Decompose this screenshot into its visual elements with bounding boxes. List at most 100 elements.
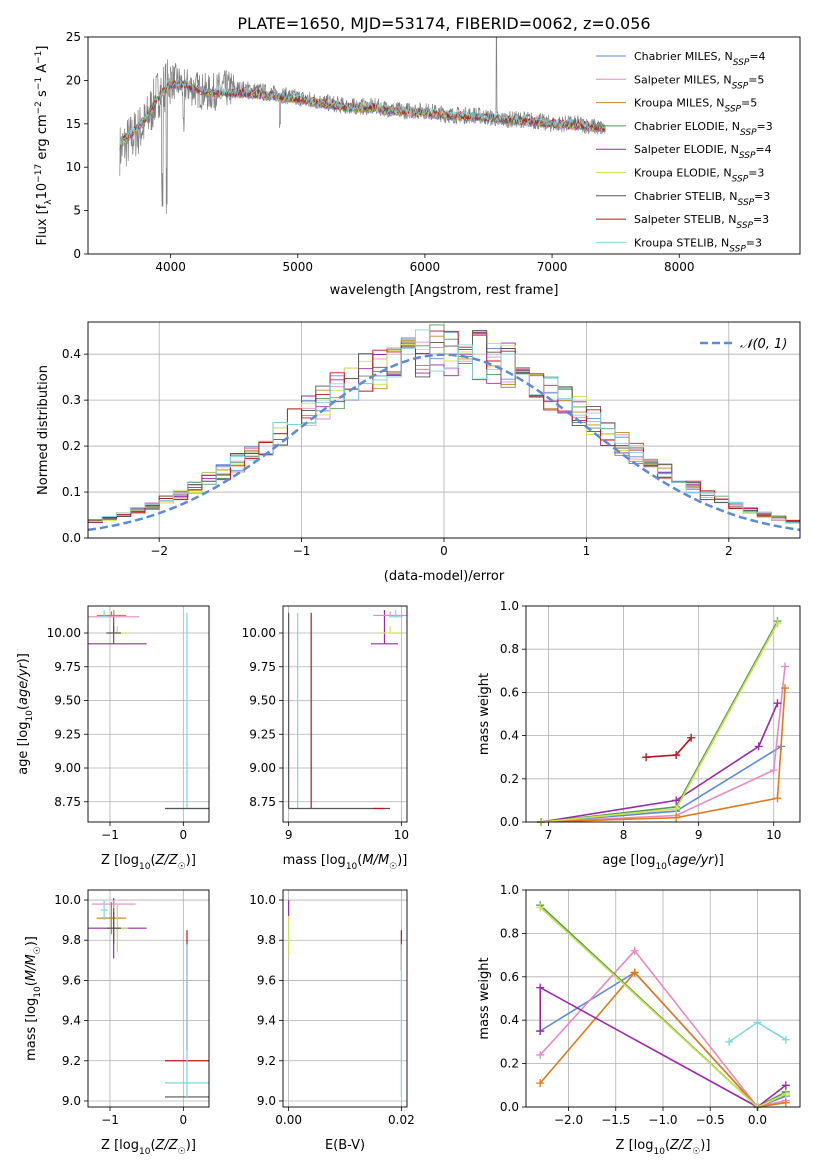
age-vs-mass-plot-area [288,610,407,810]
x-tick-label: 7000 [537,260,568,274]
y-tick-label: 15 [66,117,81,131]
y-tick-label: 0.6 [500,685,519,699]
mass-weight-line-2 [539,971,786,1108]
x-tick-label: 4000 [155,260,186,274]
x-tick-label: −1.5 [601,1113,630,1127]
age-vs-Z-panel: −1 0 8.75 9.00 9.25 9.50 9.75 10.00 Z [log10(Z/Z… [16,605,210,872]
x-tick-label: 10 [394,828,409,842]
residuals-panel: −2 −1 0 1 2 0.0 0.1 0.2 0.3 0.4 (data-model)/error… [36,321,801,584]
y-tick-label: 9.25 [249,727,276,741]
axes-frame [87,36,801,255]
y-tick-label: 0.4 [62,347,81,361]
x-tick-label: 6000 [410,260,441,274]
x-tick-label: 0 [180,1113,188,1127]
y-tick-label: 1.0 [500,599,519,613]
residuals-ylabel: Normed distribution [36,365,51,495]
y-tick-label: 9.0 [62,1094,81,1108]
y-tick-label: 8.75 [249,795,276,809]
model-line-8 [119,77,606,148]
mass-weight-marker [672,796,681,805]
y-tick-label: 0.6 [500,970,519,984]
mass-weight-vs-Z-panel: −2.0 −1.5 −1.0 −0.5 0.0 0.0 0.2 0.4 0.6 0.8 1.0 mas… [477,883,801,1157]
y-tick-label: 0.2 [500,772,519,786]
axes-frame [282,889,408,1108]
y-tick-label: 9.8 [257,933,276,947]
y-tick-label: 9.6 [62,973,81,987]
mass-weight-vs-Z-xlabel: Z [log10(Z/Z☉)] [616,1138,711,1157]
mass-weight-line-7 [646,737,692,758]
y-tick-label: 9.75 [54,660,81,674]
age-vs-Z-xlabel: Z [log10(Z/Z☉)] [101,853,196,872]
age-vs-Z-plot-area [88,610,209,810]
y-tick-label: 0.2 [62,439,81,453]
y-tick-label: 0.1 [62,485,81,499]
spectrum-xlabel: wavelength [Angstrom, rest frame] [330,283,559,298]
y-tick-label: 5 [73,204,81,218]
x-tick-label: 1 [583,544,591,558]
x-tick-label: 8000 [664,260,695,274]
x-tick-label: −2 [150,544,168,558]
x-tick-label: 10 [766,828,781,842]
y-tick-label: 0.0 [500,1100,519,1114]
spectrum-panel: 4000 5000 6000 7000 8000 0 5 10 15 20 25 PLATE=1650… [34,14,801,298]
mass-weight-marker [536,1050,545,1059]
y-tick-label: 0.8 [500,926,519,940]
y-tick-label: 0.3 [62,393,81,407]
legend-label-1: Salpeter MILES, NSSP=5 [634,73,764,91]
mass-weight-line-3 [540,620,779,823]
x-tick-label: −1 [293,544,311,558]
y-tick-label: 9.00 [54,761,81,775]
mass-weight-marker [753,1018,762,1027]
x-tick-label: 0 [440,544,448,558]
mass-weight-vs-age-xlabel: age [log10(age/yr)] [602,853,724,872]
legend-label-4: Salpeter ELODIE, NSSP=4 [634,143,772,161]
model-line-7 [119,79,606,149]
y-tick-label: 10.00 [47,626,81,640]
mass-weight-marker [672,813,681,822]
mass-weight-marker [773,699,782,708]
y-tick-label: 9.8 [62,933,81,947]
x-tick-label: 5000 [283,260,314,274]
x-tick-label: −0.5 [696,1113,725,1127]
x-tick-label: 0.00 [275,1113,302,1127]
mass-vs-Z-ylabel: mass [log10(M/M☉)] [24,936,43,1061]
x-tick-label: 0.02 [388,1113,415,1127]
spectrum-ylabel: Flux [fλ10−17 erg cm−2 s−1 A−1] [34,46,54,246]
age-vs-mass-panel: 9 10 8.75 9.00 9.25 9.50 9.75 10.00 mass [log10(… [242,605,409,872]
y-tick-label: 8.75 [54,795,81,809]
mass-weight-marker [642,753,651,762]
y-tick-label: 20 [66,73,81,87]
x-tick-label: −1 [101,1113,119,1127]
residuals-xlabel: (data-model)/error [384,569,505,584]
mass-vs-EBV-plot-area [288,900,402,1097]
mass-vs-Z-panel: −1 0 9.0 9.2 9.4 9.6 9.8 10.0 Z [log10(Z/Z☉)] mas… [24,889,210,1157]
legend-label-5: Kroupa ELODIE, NSSP=3 [634,167,764,185]
mass-weight-vs-age-ylabel: mass weight [477,673,492,755]
y-tick-label: 0.0 [62,531,81,545]
mass-vs-EBV-xlabel: E(B-V) [325,1138,365,1153]
y-tick-label: 10 [66,160,81,174]
axes-frame [525,605,801,823]
mass-weight-line-4 [539,986,787,1108]
y-tick-label: 9.4 [257,1014,276,1028]
y-tick-label: 9.2 [257,1054,276,1068]
mass-weight-vs-age-plot-area [537,617,789,826]
y-tick-label: 0.8 [500,642,519,656]
mass-weight-marker [536,1079,545,1088]
x-tick-label: 7 [545,828,553,842]
y-tick-label: 9.25 [54,727,81,741]
y-tick-label: 0.4 [500,729,519,743]
y-tick-label: 9.2 [62,1054,81,1068]
mass-weight-marker [754,742,763,751]
mass-weight-marker [781,1035,790,1044]
legend-label-3: Chabrier ELODIE, NSSP=3 [634,120,773,138]
residuals-plot-area [88,324,800,532]
histogram-step-7 [88,330,800,526]
mass-weight-marker [780,662,789,671]
x-tick-label: 9 [285,828,293,842]
legend-label-7: Salpeter STELIB, NSSP=3 [634,213,769,231]
y-tick-label: 9.4 [62,1014,81,1028]
mass-weight-marker [780,684,789,693]
mass-weight-line-4 [540,702,779,823]
